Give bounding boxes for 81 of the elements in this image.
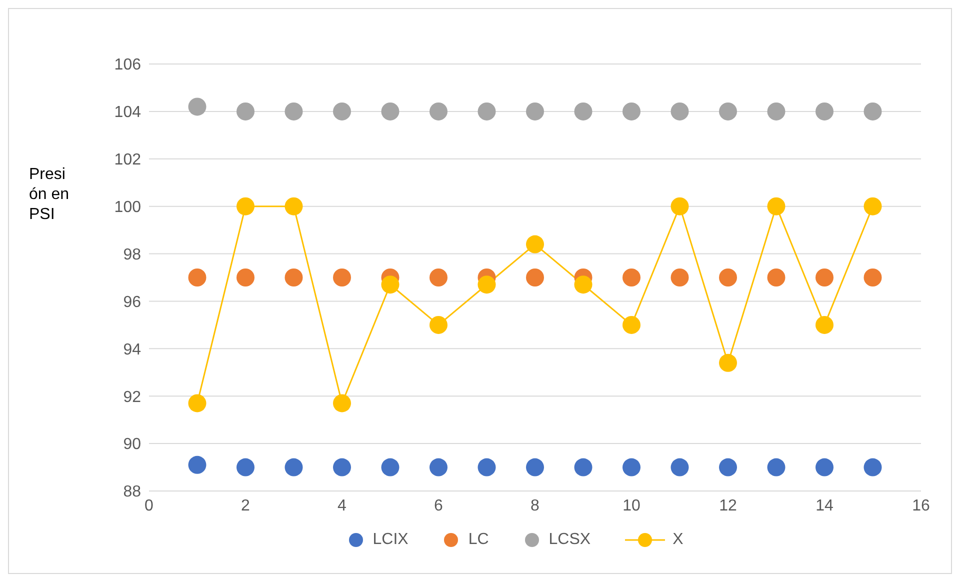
x-tick-label: 14 <box>816 497 834 514</box>
point <box>864 268 882 286</box>
point <box>767 102 786 120</box>
point <box>188 456 206 474</box>
point <box>670 458 689 476</box>
point <box>333 458 351 476</box>
y-tick-label: 106 <box>114 56 142 74</box>
point <box>864 458 882 476</box>
point <box>284 102 303 120</box>
point <box>430 268 448 286</box>
point <box>816 316 834 334</box>
point <box>381 102 400 120</box>
point <box>767 268 786 286</box>
x-tick-label: 0 <box>144 497 154 514</box>
point <box>526 102 544 120</box>
legend-label: LC <box>468 531 489 549</box>
legend-label: X <box>672 531 684 549</box>
point <box>574 102 592 120</box>
point <box>188 268 206 286</box>
point <box>864 102 882 120</box>
point <box>670 268 689 286</box>
y-tick-label: 104 <box>114 104 142 122</box>
x-tick-label: 16 <box>912 497 930 514</box>
point <box>622 268 640 286</box>
point <box>816 102 834 120</box>
legend-label: LCSX <box>548 531 591 549</box>
point <box>188 394 206 412</box>
point <box>284 458 303 476</box>
y-tick-label: 94 <box>123 341 142 358</box>
point <box>767 197 786 216</box>
point <box>622 316 640 334</box>
point <box>284 197 303 216</box>
point <box>574 458 592 476</box>
x-tick-label: 10 <box>622 497 640 514</box>
point <box>333 268 351 286</box>
point <box>478 276 496 294</box>
point <box>284 268 303 286</box>
x-tick-label: 12 <box>719 497 737 514</box>
x-tick-label: 8 <box>530 497 540 514</box>
point <box>767 458 786 476</box>
point <box>526 458 544 476</box>
point <box>333 394 351 412</box>
point <box>430 316 448 334</box>
point <box>719 458 737 476</box>
y-axis-title: Presión en PSI <box>29 166 70 223</box>
y-tick-label: 102 <box>114 152 142 169</box>
point <box>478 102 496 120</box>
point <box>670 197 689 216</box>
x-tick-label: 4 <box>338 497 347 514</box>
point <box>236 197 254 216</box>
point <box>719 354 737 372</box>
point <box>526 268 544 286</box>
point <box>816 458 834 476</box>
point <box>333 102 351 120</box>
point <box>430 102 448 120</box>
legend-label: LCIX <box>372 531 408 549</box>
point <box>574 276 592 294</box>
x-tick-label: 2 <box>241 497 250 514</box>
y-tick-label: 90 <box>123 436 142 454</box>
y-tick-label: 88 <box>123 484 142 501</box>
point <box>526 235 544 254</box>
point <box>816 268 834 286</box>
point <box>622 458 640 476</box>
point <box>188 98 206 116</box>
point <box>478 458 496 476</box>
y-tick-label: 98 <box>123 246 142 264</box>
point <box>381 458 400 476</box>
point <box>622 102 640 120</box>
point <box>236 268 254 286</box>
point <box>381 276 400 294</box>
y-tick-label: 100 <box>114 199 142 216</box>
y-tick-label: 92 <box>123 388 142 406</box>
point <box>430 458 448 476</box>
y-tick-label: 96 <box>123 294 142 311</box>
point <box>719 102 737 120</box>
point <box>236 458 254 476</box>
point <box>236 102 254 120</box>
point <box>670 102 689 120</box>
point <box>864 197 882 216</box>
x-tick-label: 6 <box>434 497 444 514</box>
point <box>719 268 737 286</box>
